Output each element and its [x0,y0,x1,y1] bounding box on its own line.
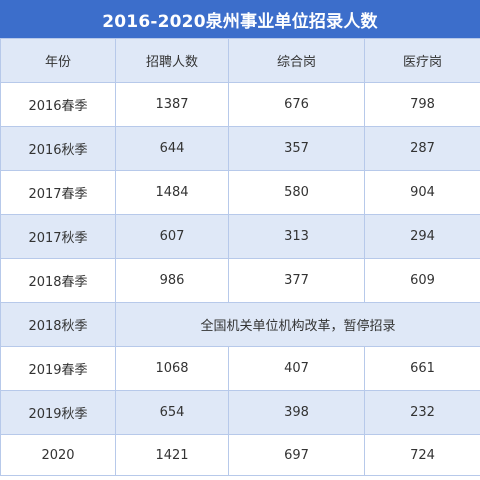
cell-year: 2018秋季 [0,302,116,347]
cell-medical: 609 [364,258,480,303]
cell-medical: 287 [364,126,480,171]
header-year: 年份 [0,38,116,83]
cell-medical: 661 [364,346,480,391]
cell-total: 644 [115,126,229,171]
table-row: 2017秋季 607 313 294 [0,214,480,259]
table-row: 2020 1421 697 724 [0,434,480,476]
header-general: 综合岗 [228,38,365,83]
cell-general: 676 [228,82,365,127]
cell-medical: 724 [364,434,480,476]
cell-total: 654 [115,390,229,435]
cell-general: 313 [228,214,365,259]
cell-year: 2018春季 [0,258,116,303]
cell-general: 407 [228,346,365,391]
cell-total: 1484 [115,170,229,215]
table-title: 2016-2020泉州事业单位招录人数 [0,0,480,38]
cell-medical: 232 [364,390,480,435]
table-row: 2016春季 1387 676 798 [0,82,480,127]
cell-year: 2017春季 [0,170,116,215]
cell-medical: 294 [364,214,480,259]
table-row: 2017春季 1484 580 904 [0,170,480,215]
table-row: 2019春季 1068 407 661 [0,346,480,391]
cell-year: 2019秋季 [0,390,116,435]
table-row: 2018春季 986 377 609 [0,258,480,303]
cell-general: 697 [228,434,365,476]
cell-total: 1421 [115,434,229,476]
table-row: 2018秋季 全国机关单位机构改革，暂停招录 [0,302,480,347]
cell-general: 357 [228,126,365,171]
cell-medical: 904 [364,170,480,215]
cell-total: 986 [115,258,229,303]
cell-medical: 798 [364,82,480,127]
header-medical: 医疗岗 [364,38,480,83]
table-header-row: 年份 招聘人数 综合岗 医疗岗 [0,38,480,83]
cell-total: 607 [115,214,229,259]
cell-year: 2016秋季 [0,126,116,171]
cell-total: 1387 [115,82,229,127]
cell-year: 2020 [0,434,116,476]
cell-suspended-note: 全国机关单位机构改革，暂停招录 [115,302,480,347]
cell-total: 1068 [115,346,229,391]
cell-year: 2019春季 [0,346,116,391]
header-total: 招聘人数 [115,38,229,83]
table-row: 2016秋季 644 357 287 [0,126,480,171]
recruitment-table: 年份 招聘人数 综合岗 医疗岗 2016春季 1387 676 798 2016… [0,38,480,476]
cell-general: 398 [228,390,365,435]
cell-year: 2017秋季 [0,214,116,259]
cell-general: 580 [228,170,365,215]
cell-general: 377 [228,258,365,303]
table-row: 2019秋季 654 398 232 [0,390,480,435]
cell-year: 2016春季 [0,82,116,127]
